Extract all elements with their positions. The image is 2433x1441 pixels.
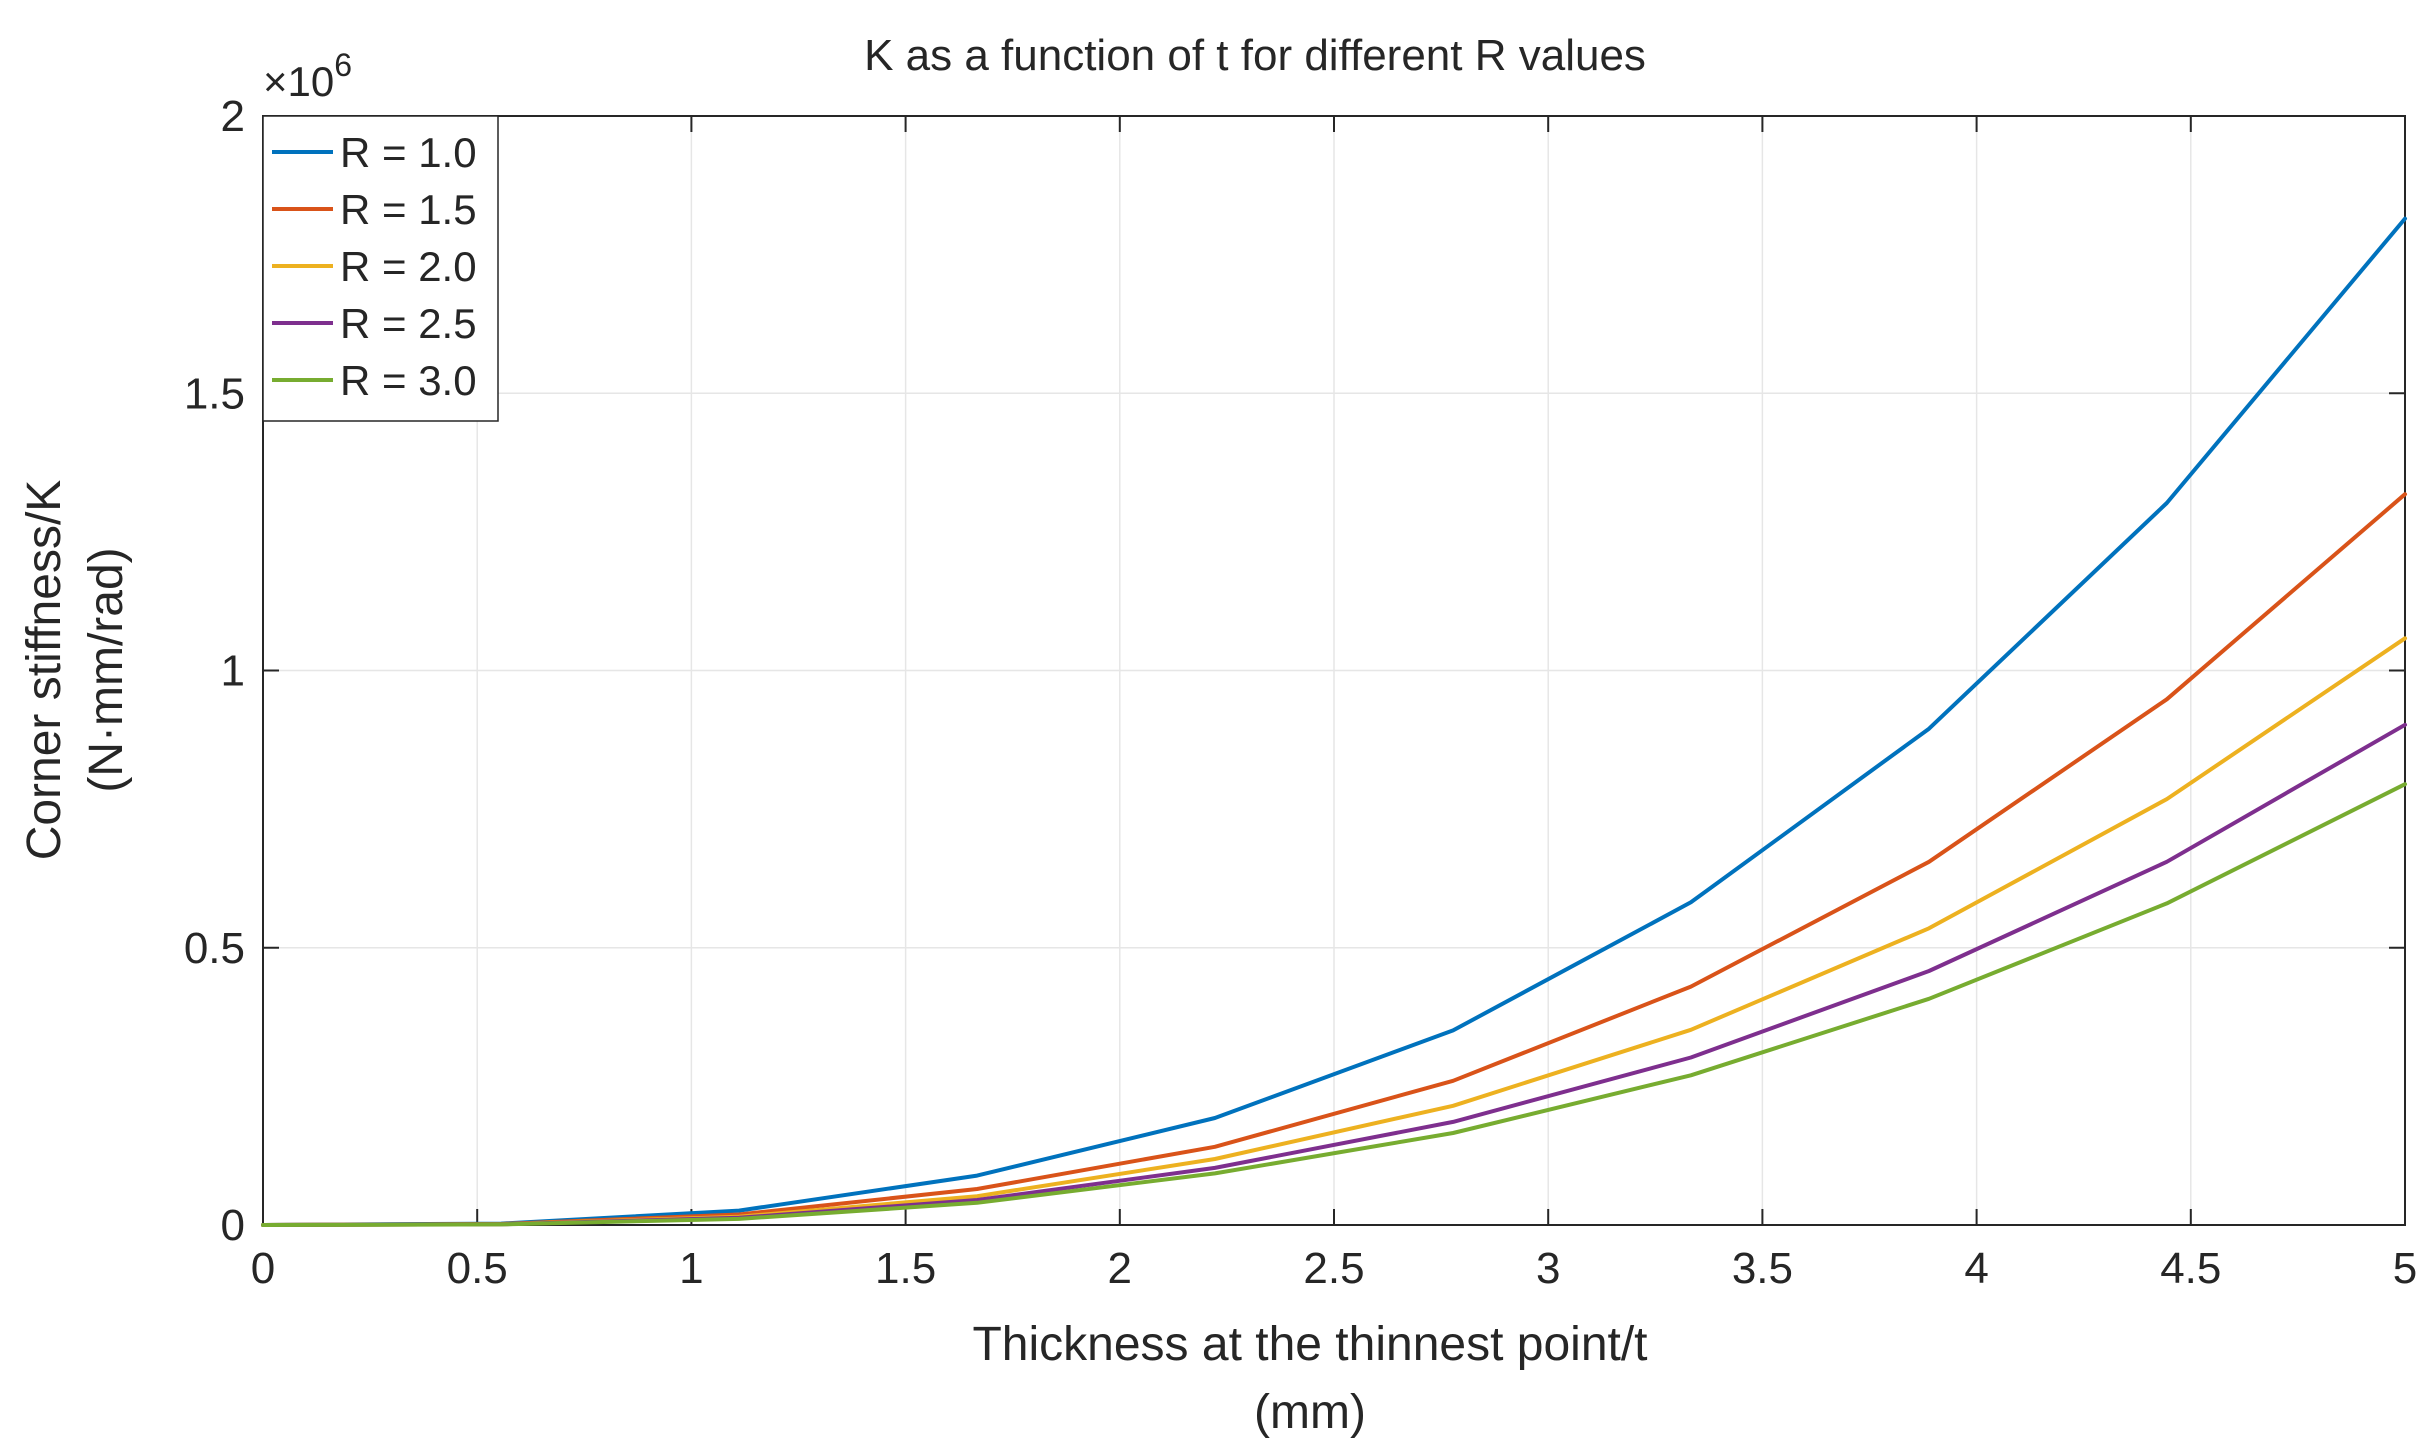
x-tick-label-1: 0.5 — [447, 1244, 508, 1293]
y-axis-exponent-power: 6 — [334, 47, 352, 83]
x-tick-label-3: 1.5 — [875, 1244, 936, 1293]
y-tick-label-3: 1.5 — [184, 369, 245, 418]
y-axis-exponent: ×106 — [263, 47, 352, 105]
series-line-5 — [261, 782, 2407, 1227]
y-tick-label-0: 0 — [221, 1201, 245, 1250]
chart-title: K as a function of t for different R val… — [864, 31, 1646, 80]
x-tick-label-9: 4.5 — [2160, 1244, 2221, 1293]
legend-label-1: R = 1.0 — [340, 129, 477, 176]
x-tick-label-8: 4 — [1964, 1244, 1988, 1293]
x-tick-label-6: 3 — [1536, 1244, 1560, 1293]
legend: R = 1.0 R = 1.5 R = 2.0 R = 2.5 R = 3.0 — [262, 115, 499, 422]
x-tick-label-10: 5 — [2393, 1244, 2417, 1293]
x-tick-label-4: 2 — [1108, 1244, 1132, 1293]
series-group — [261, 216, 2407, 1227]
legend-box — [262, 115, 499, 422]
legend-label-5: R = 3.0 — [340, 357, 477, 404]
x-tick-label-2: 1 — [679, 1244, 703, 1293]
y-tick-label-4: 2 — [221, 92, 245, 141]
x-tick-label-5: 2.5 — [1303, 1244, 1364, 1293]
y-axis-label: Corner stiffness/K — [18, 480, 71, 861]
x-axis-label-unit: (mm) — [1254, 1386, 1366, 1439]
y-axis-label-group: Corner stiffness/K (N·mm/rad) — [18, 480, 133, 861]
x-tick-label-7: 3.5 — [1732, 1244, 1793, 1293]
y-tick-label-1: 0.5 — [184, 924, 245, 973]
x-axis-label: Thickness at the thinnest point/t — [972, 1318, 1647, 1371]
x-tick-label-0: 0 — [251, 1244, 275, 1293]
grid — [263, 116, 2405, 1225]
legend-label-3: R = 2.0 — [340, 243, 477, 290]
y-axis-exponent-base: ×10 — [263, 58, 334, 105]
legend-label-4: R = 2.5 — [340, 300, 477, 347]
y-axis-ticks: 0 0.5 1 1.5 2 — [184, 92, 2405, 1250]
series-line-1 — [261, 216, 2407, 1227]
legend-label-2: R = 1.5 — [340, 186, 477, 233]
y-axis-label-unit: (N·mm/rad) — [80, 547, 133, 792]
y-tick-label-2: 1 — [221, 647, 245, 696]
